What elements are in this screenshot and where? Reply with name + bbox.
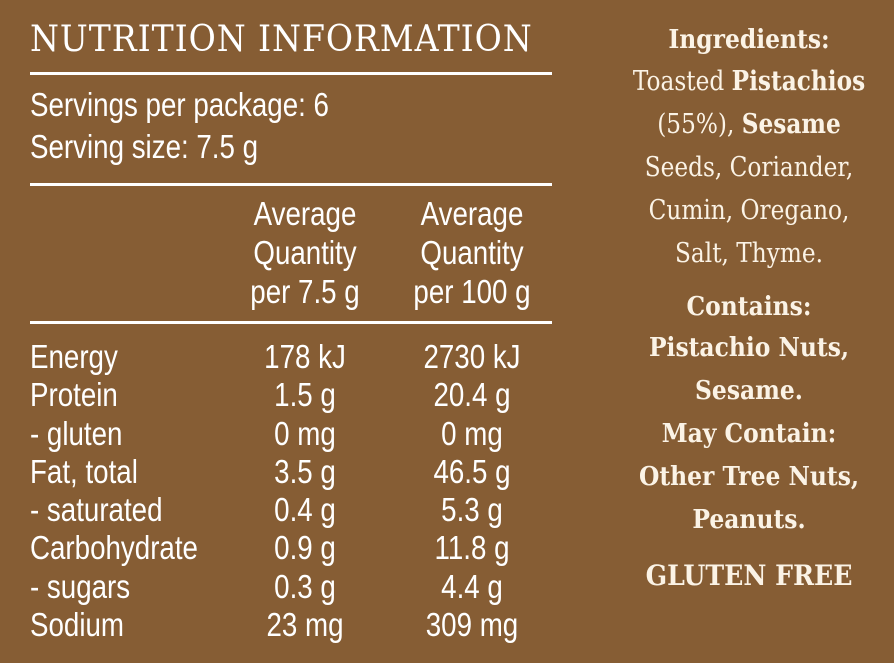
per-100g-value: 4.4 g bbox=[441, 567, 503, 605]
per-serving-value: 3.5 g bbox=[274, 452, 336, 490]
ingredient-text: Toasted bbox=[632, 66, 732, 97]
table-row: - saturated 0.4 g 5.3 g bbox=[30, 491, 554, 529]
serving-size: Serving size: 7.5 g bbox=[30, 128, 259, 165]
servings-per-package: Servings per package: 6 bbox=[30, 86, 329, 123]
ingredient-text: Seeds, Coriander, bbox=[644, 152, 854, 183]
per-serving-value: 0.3 g bbox=[274, 567, 336, 605]
nutrition-table: Energy 178 kJ 2730 kJ Protein 1.5 g 20.4 g- g… bbox=[30, 338, 554, 644]
may-contain-line: Other Tree Nuts, bbox=[638, 462, 860, 492]
table-row: Energy 178 kJ 2730 kJ bbox=[30, 338, 554, 376]
table-row: Protein 1.5 g 20.4 g bbox=[30, 376, 554, 414]
nutrient-label: Sodium bbox=[30, 606, 124, 644]
table-row: Sodium 23 mg 309 mg bbox=[30, 606, 554, 644]
divider bbox=[30, 72, 552, 75]
divider bbox=[30, 321, 552, 324]
per-serving-value: 1.5 g bbox=[274, 376, 336, 414]
per-100g-value: 0 mg bbox=[441, 414, 503, 452]
servings-info: Servings per package: 6 Serving size: 7.… bbox=[30, 84, 329, 168]
per-100g-value: 5.3 g bbox=[441, 491, 503, 529]
ingredient-line: Cumin, Oregano, bbox=[624, 189, 873, 232]
contains-line: Sesame. bbox=[695, 376, 803, 406]
per-100g-value: 20.4 g bbox=[433, 376, 511, 414]
per-serving-value: 178 kJ bbox=[264, 338, 346, 375]
nutrition-panel: NUTRITION INFORMATION Servings per packa… bbox=[30, 18, 554, 643]
ingredient-text: Salt, Thyme. bbox=[675, 238, 823, 269]
per-serving-value: 0.9 g bbox=[274, 529, 336, 567]
per-100g-value: 11.8 g bbox=[434, 529, 510, 567]
nutrient-label: Protein bbox=[30, 376, 118, 414]
ingredient-line: Salt, Thyme. bbox=[624, 232, 873, 275]
may-contain-heading: May Contain: bbox=[661, 419, 837, 449]
per-serving-value: 0.4 g bbox=[274, 491, 336, 529]
column-header-line: Average bbox=[253, 195, 357, 232]
ingredient-highlight: Sesame bbox=[741, 109, 841, 140]
ingredients-list: Toasted Pistachios (55%), Sesame Seeds, Co… bbox=[624, 60, 873, 275]
per-serving-value: 0 mg bbox=[274, 414, 336, 452]
table-row: - gluten 0 mg 0 mg bbox=[30, 415, 554, 453]
column-header-line: Average bbox=[420, 195, 524, 232]
column-header-per-100g: Average Quantity per 100 g bbox=[405, 194, 539, 311]
may-contain-line: Peanuts. bbox=[692, 505, 806, 535]
table-row: Fat, total 3.5 g 46.5 g bbox=[30, 453, 554, 491]
nutrition-title: NUTRITION INFORMATION bbox=[30, 19, 533, 60]
per-100g-value: 46.5 g bbox=[433, 452, 511, 490]
table-row: Carbohydrate 0.9 g 11.8 g bbox=[30, 529, 554, 567]
contains-heading: Contains: bbox=[686, 292, 812, 322]
contains-line: Pistachio Nuts, bbox=[648, 333, 850, 363]
column-header-line: Quantity bbox=[420, 234, 524, 271]
column-header-line: per 100 g bbox=[413, 273, 531, 310]
gluten-free-label: GLUTEN FREE bbox=[645, 559, 853, 592]
ingredients-panel: Ingredients: Toasted Pistachios (55%), Se… bbox=[604, 20, 894, 596]
column-header-per-serving: Average Quantity per 7.5 g bbox=[242, 194, 368, 311]
ingredient-line: Seeds, Coriander, bbox=[624, 146, 873, 189]
ingredients-heading: Ingredients: bbox=[668, 25, 830, 55]
ingredient-highlight: Pistachios bbox=[731, 66, 866, 97]
nutrient-label: - gluten bbox=[30, 414, 123, 452]
divider bbox=[30, 183, 552, 186]
nutrient-label: - sugars bbox=[30, 567, 131, 605]
ingredient-line: (55%), Sesame bbox=[624, 103, 873, 146]
per-100g-value: 2730 kJ bbox=[423, 338, 521, 375]
nutrient-label: Energy bbox=[30, 338, 118, 375]
nutrient-label: Fat, total bbox=[30, 452, 138, 490]
per-serving-value: 23 mg bbox=[266, 606, 344, 644]
column-header-line: per 7.5 g bbox=[250, 273, 360, 310]
nutrient-label: Carbohydrate bbox=[30, 529, 198, 567]
table-row: - sugars 0.3 g 4.4 g bbox=[30, 568, 554, 606]
ingredient-text: Cumin, Oregano, bbox=[648, 195, 850, 226]
ingredient-line: Toasted Pistachios bbox=[624, 60, 873, 103]
nutrient-label: - saturated bbox=[30, 491, 163, 529]
column-header-line: Quantity bbox=[253, 234, 357, 271]
ingredient-text: (55%), bbox=[657, 109, 742, 140]
per-100g-value: 309 mg bbox=[425, 606, 519, 644]
